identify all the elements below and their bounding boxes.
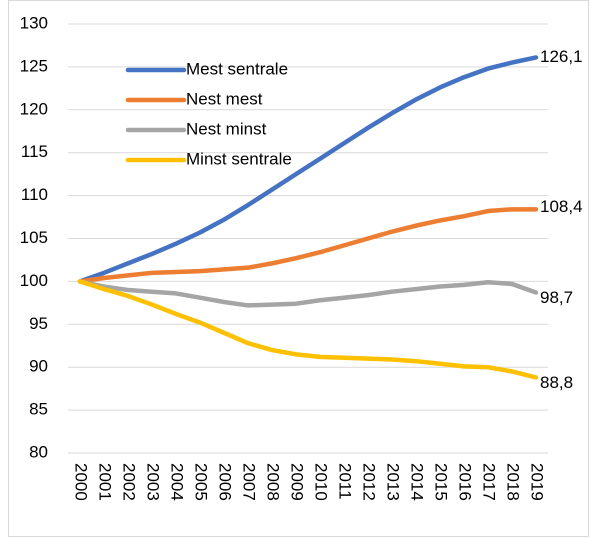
data-label: 108,4 (540, 197, 583, 216)
x-tick-label: 2006 (216, 463, 235, 501)
x-tick-label: 2012 (360, 463, 379, 501)
y-tick-label: 100 (20, 271, 48, 290)
y-tick-label: 90 (29, 357, 48, 376)
y-tick-label: 115 (21, 142, 48, 161)
series-line (77, 55, 539, 284)
x-tick-label: 2004 (168, 463, 187, 501)
y-tick-label: 80 (29, 442, 48, 461)
x-tick-label: 2005 (192, 463, 211, 501)
series-line (77, 279, 539, 308)
x-tick-label: 2003 (144, 463, 163, 501)
x-tick-label: 2013 (384, 463, 403, 501)
data-label: 98,7 (540, 288, 573, 307)
y-tick-label: 105 (20, 228, 48, 247)
chart-frame (8, 0, 589, 537)
x-tick-label: 2015 (432, 463, 451, 501)
y-tick-label: 120 (20, 99, 48, 118)
x-tick-label: 2019 (528, 463, 547, 501)
y-tick-label: 85 (29, 400, 48, 419)
y-tick-label: 130 (20, 13, 48, 32)
legend-label: Mest sentrale (186, 59, 288, 78)
series-line (77, 207, 539, 284)
series-line (77, 279, 539, 380)
y-tick-label: 125 (20, 56, 48, 75)
data-label: 126,1 (540, 47, 583, 66)
x-tick-label: 2008 (264, 463, 283, 501)
legend-label: Nest minst (186, 119, 267, 138)
x-tick-label: 2010 (312, 463, 331, 501)
x-tick-label: 2000 (72, 463, 91, 501)
y-tick-label: 110 (21, 185, 48, 204)
y-tick-label: 95 (29, 314, 48, 333)
x-tick-label: 2014 (408, 463, 427, 501)
x-tick-label: 2016 (456, 463, 475, 501)
x-tick-label: 2017 (480, 463, 499, 501)
x-tick-label: 2001 (96, 463, 115, 501)
legend-label: Minst sentrale (186, 149, 292, 168)
x-tick-label: 2009 (288, 463, 307, 501)
data-label: 88,8 (540, 373, 573, 392)
x-tick-label: 2018 (504, 463, 523, 501)
legend-label: Nest mest (186, 89, 263, 108)
x-tick-label: 2002 (120, 463, 139, 501)
x-tick-label: 2007 (240, 463, 259, 501)
x-tick-label: 2011 (336, 463, 355, 500)
